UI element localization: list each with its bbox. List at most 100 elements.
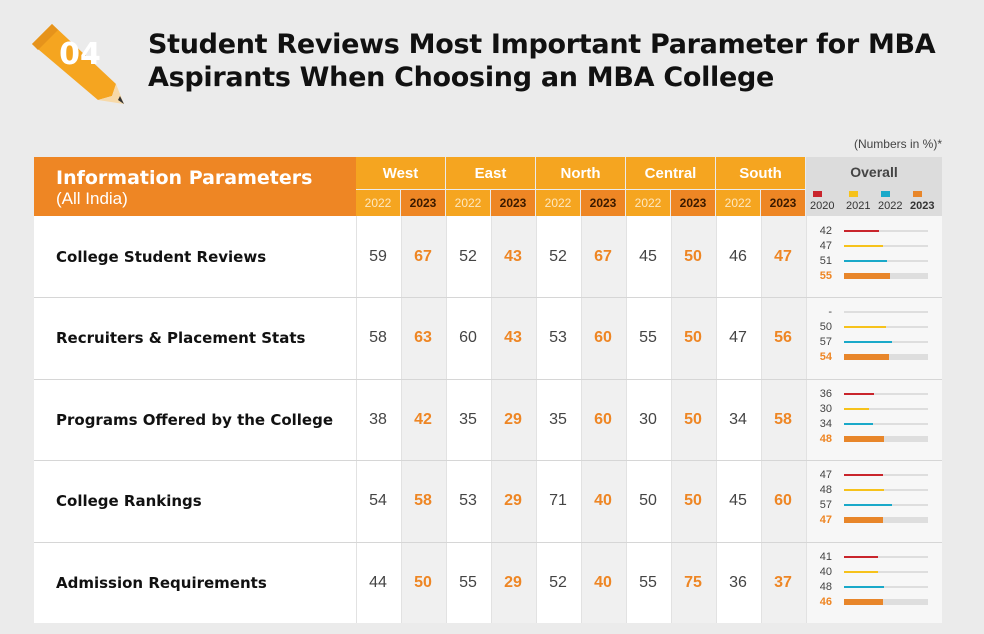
cell-east-2023: 43	[504, 247, 522, 265]
cell-central-2022: 55	[639, 329, 657, 346]
overall-value-2023: 46	[819, 596, 832, 608]
parameter-label: Programs Offered by the College	[56, 410, 334, 429]
cell-central-2022: 50	[639, 492, 657, 509]
column-divider	[581, 216, 582, 623]
overall-value-2020: 47	[819, 469, 832, 481]
legend-swatch-2023	[913, 191, 922, 197]
cell-north-2023: 40	[594, 573, 612, 591]
overall-bar-2021	[844, 408, 870, 410]
units-note: (Numbers in %)*	[853, 137, 942, 151]
year-2023-column-shade	[671, 216, 716, 623]
column-divider	[356, 216, 357, 623]
overall-bar-track	[844, 393, 928, 395]
region-header-west: West	[356, 157, 445, 189]
overall-bar-2022	[844, 260, 887, 262]
overall-bar-2023	[844, 354, 890, 360]
section-number-badge: 04	[28, 22, 124, 104]
cell-west-2023: 50	[414, 573, 432, 591]
region-header-south: South	[716, 157, 805, 189]
overall-value-2022: 51	[819, 255, 832, 267]
year-label-2022: 2022	[356, 190, 400, 216]
overall-bar-track	[844, 556, 928, 558]
cell-east-2022: 53	[459, 492, 477, 509]
overall-bar-track	[844, 408, 928, 410]
column-divider	[761, 216, 762, 623]
overall-value-2021: 48	[819, 484, 832, 496]
cell-west-2022: 38	[369, 410, 387, 428]
overall-bar-2021	[844, 571, 878, 573]
cell-south-2022: 36	[729, 573, 747, 591]
year-label-2022: 2022	[716, 190, 760, 216]
cell-north-2023: 40	[594, 492, 612, 509]
cell-east-2023: 29	[504, 573, 522, 591]
cell-north-2023: 60	[594, 329, 612, 346]
parameter-label: Recruiters & Placement Stats	[56, 329, 306, 347]
overall-bar-2022	[844, 504, 892, 506]
cell-north-2022: 71	[549, 492, 567, 509]
year-label-2022: 2022	[536, 190, 580, 216]
legend-year-2023: 2023	[910, 200, 935, 212]
cell-south-2023: 58	[774, 410, 792, 428]
cell-central-2023: 75	[684, 573, 702, 591]
overall-value-2020: -	[828, 306, 832, 318]
cell-north-2022: 53	[549, 329, 567, 346]
row-divider	[34, 379, 942, 380]
overall-bar-track	[844, 586, 928, 588]
parameter-label: Admission Requirements	[56, 573, 267, 592]
badge-number: 04	[59, 37, 101, 72]
parameter-header-title: Information Parameters	[56, 167, 313, 189]
row-divider	[34, 542, 942, 543]
cell-south-2023: 37	[774, 573, 792, 591]
column-divider	[716, 216, 717, 623]
cell-central-2022: 30	[639, 410, 657, 428]
row-divider	[34, 460, 942, 461]
cell-west-2023: 63	[414, 329, 432, 346]
legend-swatch-2021	[849, 191, 858, 197]
year-2023-column-shade	[761, 216, 806, 623]
year-label-2022: 2022	[446, 190, 490, 216]
overall-bar-track	[844, 489, 928, 491]
overall-bar-track	[844, 230, 928, 232]
cell-east-2022: 52	[459, 247, 477, 265]
overall-bar-track	[844, 571, 928, 573]
cell-central-2022: 55	[639, 573, 657, 591]
overall-bar-2022	[844, 586, 885, 588]
cell-central-2023: 50	[684, 247, 702, 265]
cell-east-2023: 29	[504, 410, 522, 428]
cell-east-2022: 60	[459, 329, 477, 346]
column-divider	[446, 216, 447, 623]
year-label-2023: 2023	[671, 190, 715, 216]
overall-bar-2020	[844, 556, 879, 558]
cell-north-2023: 60	[594, 410, 612, 428]
overall-header: Overall	[806, 157, 942, 216]
cell-west-2022: 54	[369, 492, 387, 509]
overall-bar-2023	[844, 273, 891, 279]
reviews-table: Information Parameters (All India) Overa…	[34, 157, 942, 623]
region-header-central: Central	[626, 157, 715, 189]
cell-central-2023: 50	[684, 492, 702, 509]
year-2023-column-shade	[581, 216, 626, 623]
overall-value-2022: 34	[819, 418, 832, 430]
cell-west-2023: 42	[414, 410, 432, 428]
cell-south-2023: 56	[774, 329, 792, 346]
cell-central-2023: 50	[684, 329, 702, 346]
overall-bar-2021	[844, 489, 885, 491]
overall-bar-2020	[844, 393, 875, 395]
legend-year-2020: 2020	[810, 200, 835, 212]
overall-value-2023: 47	[819, 514, 832, 526]
overall-bar-2022	[844, 423, 873, 425]
cell-west-2022: 58	[369, 329, 387, 346]
title-line-2: Aspirants When Choosing an MBA College	[148, 62, 775, 93]
overall-value-2020: 41	[819, 551, 832, 563]
region-header-east: East	[446, 157, 535, 189]
cell-central-2023: 50	[684, 410, 702, 428]
overall-bar-track	[844, 245, 928, 247]
overall-bar-track	[844, 474, 928, 476]
cell-north-2022: 35	[549, 410, 567, 428]
overall-value-2021: 40	[819, 566, 832, 578]
year-label-2022: 2022	[626, 190, 670, 216]
cell-east-2023: 29	[504, 492, 522, 509]
cell-north-2023: 67	[594, 247, 612, 265]
parameter-label: College Student Reviews	[56, 247, 267, 266]
column-divider	[671, 216, 672, 623]
